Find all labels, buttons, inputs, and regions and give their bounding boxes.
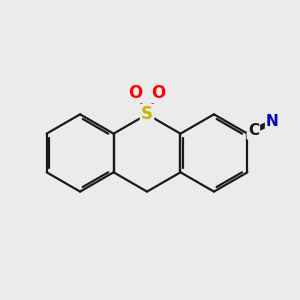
Text: S: S	[141, 105, 153, 123]
Text: N: N	[266, 115, 279, 130]
Text: O: O	[129, 84, 143, 102]
Text: C: C	[248, 123, 259, 138]
Text: O: O	[151, 84, 165, 102]
